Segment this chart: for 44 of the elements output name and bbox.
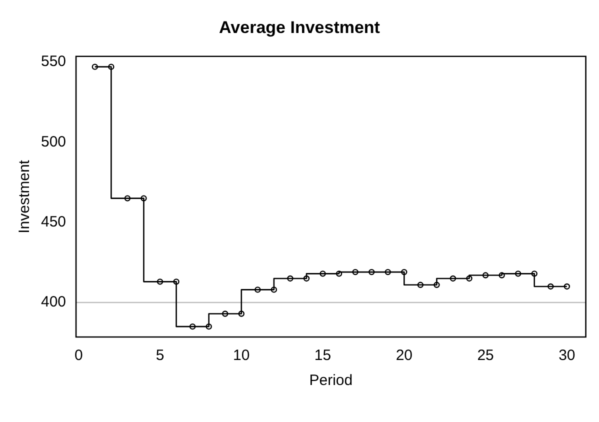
- point: [482, 272, 489, 278]
- point: [303, 275, 310, 282]
- point: [434, 282, 440, 288]
- point: [124, 195, 131, 202]
- x-tick-label: 30: [558, 347, 576, 364]
- y-tick-label: 550: [40, 53, 66, 70]
- point: [189, 323, 196, 330]
- point: [287, 275, 294, 282]
- point: [401, 268, 408, 276]
- point: [336, 270, 342, 277]
- point: [92, 64, 98, 70]
- point: [564, 283, 570, 290]
- x-tick-label: 10: [233, 347, 250, 364]
- x-tick-label: 0: [74, 347, 83, 364]
- point: [222, 310, 228, 317]
- point: [514, 270, 522, 277]
- x-tick-label: 20: [396, 347, 412, 364]
- point: [384, 268, 391, 276]
- point: [108, 64, 114, 70]
- point: [450, 275, 456, 282]
- x-axis-title: Period: [309, 372, 353, 390]
- y-tick-label: 500: [40, 133, 66, 150]
- point: [466, 275, 472, 282]
- point: [531, 270, 538, 277]
- point: [368, 268, 375, 276]
- point: [548, 283, 554, 290]
- point: [254, 286, 261, 293]
- x-tick-label: 15: [314, 347, 332, 364]
- point: [417, 282, 424, 288]
- y-axis-title: Investment: [16, 159, 34, 234]
- x-tick-label: 25: [477, 347, 494, 364]
- y-tick-label: 450: [40, 213, 66, 230]
- point: [270, 286, 278, 293]
- point: [498, 272, 505, 278]
- y-tick-label: 400: [40, 294, 66, 311]
- point: [206, 323, 212, 330]
- point: [238, 310, 244, 317]
- point: [352, 268, 358, 276]
- chart-title: Average Investment: [219, 18, 380, 37]
- point: [156, 278, 164, 285]
- point: [140, 195, 147, 202]
- point: [320, 270, 326, 277]
- point: [173, 278, 180, 285]
- x-tick-label: 5: [156, 347, 164, 364]
